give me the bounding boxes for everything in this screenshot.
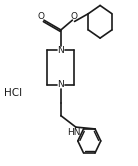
Text: HCl: HCl [4, 88, 22, 98]
Text: O: O [38, 12, 45, 21]
Text: N: N [58, 80, 64, 89]
Text: O: O [70, 12, 77, 21]
Text: N: N [58, 46, 64, 55]
Text: HN: HN [67, 128, 80, 137]
